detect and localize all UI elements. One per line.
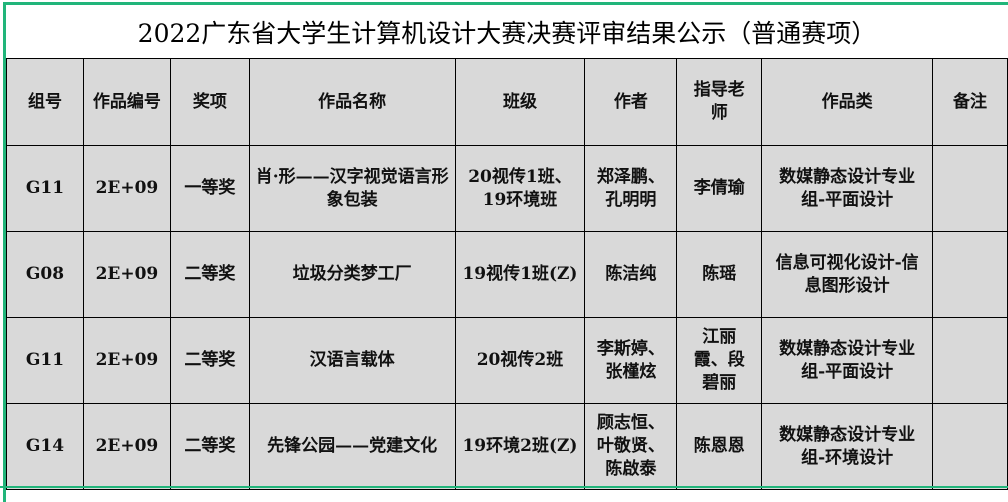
cell-advisor[interactable]: 陈恩恩: [676, 403, 763, 490]
cell-group[interactable]: G08: [6, 231, 84, 318]
cell-category[interactable]: 数媒静态设计专业组-平面设计: [761, 145, 934, 232]
cell-work-id[interactable]: 2E+09: [82, 145, 171, 232]
header-category[interactable]: 作品类: [761, 58, 934, 146]
header-notes[interactable]: 备注: [932, 58, 1008, 146]
cell-work-id[interactable]: 2E+09: [82, 231, 171, 318]
sheet-title[interactable]: 2022广东省大学生计算机设计大赛决赛评审结果公示（普通赛项）: [6, 5, 1008, 58]
cell-author[interactable]: 陈洁纯: [584, 231, 678, 318]
cell-group[interactable]: G11: [6, 145, 84, 232]
cell-award[interactable]: 一等奖: [169, 145, 250, 232]
cell-work-name[interactable]: 汉语言载体: [248, 317, 456, 404]
selection-border-bottom: [0, 486, 1008, 488]
cell-notes[interactable]: [932, 317, 1008, 404]
header-class[interactable]: 班级: [454, 58, 586, 146]
cell-notes[interactable]: [932, 403, 1008, 490]
cell-category[interactable]: 信息可视化设计-信息图形设计: [761, 231, 934, 318]
cell-notes[interactable]: [932, 231, 1008, 318]
cell-class[interactable]: 20视传1班、19环境班: [454, 145, 586, 232]
cell-award[interactable]: 二等奖: [169, 317, 250, 404]
header-group[interactable]: 组号: [6, 58, 84, 146]
cell-class[interactable]: 20视传2班: [454, 317, 586, 404]
cell-advisor[interactable]: 李倩瑜: [676, 145, 763, 232]
table-row: G11 2E+09 二等奖 汉语言载体 20视传2班 李斯婷、张槿炫 江丽霞、段碧丽 数媒静态…: [6, 317, 1008, 404]
cell-class[interactable]: 19环境2班(Z): [454, 403, 586, 490]
header-author[interactable]: 作者: [584, 58, 678, 146]
header-work-id[interactable]: 作品编号: [82, 58, 171, 146]
cell-work-id[interactable]: 2E+09: [82, 317, 171, 404]
header-advisor[interactable]: 指导老师: [676, 58, 763, 146]
table-row: G08 2E+09 二等奖 垃圾分类梦工厂 19视传1班(Z) 陈洁纯 陈瑶 信息可视化设计-…: [6, 231, 1008, 318]
cell-author[interactable]: 李斯婷、张槿炫: [584, 317, 678, 404]
table-row: G11 2E+09 一等奖 肖·形——汉字视觉语言形象包装 20视传1班、19环境班 郑泽…: [6, 145, 1008, 232]
cell-category[interactable]: 数媒静态设计专业组-平面设计: [761, 317, 934, 404]
table-row: G14 2E+09 二等奖 先锋公园——党建文化 19环境2班(Z) 顾志恒、叶敬贤、陈啟…: [6, 403, 1008, 490]
cell-work-id[interactable]: 2E+09: [82, 403, 171, 490]
cell-work-name[interactable]: 先锋公园——党建文化: [248, 403, 456, 490]
header-award[interactable]: 奖项: [169, 58, 250, 146]
cell-advisor[interactable]: 江丽霞、段碧丽: [676, 317, 763, 404]
cell-category[interactable]: 数媒静态设计专业组-环境设计: [761, 403, 934, 490]
cell-award[interactable]: 二等奖: [169, 231, 250, 318]
cell-class[interactable]: 19视传1班(Z): [454, 231, 586, 318]
cell-work-name[interactable]: 垃圾分类梦工厂: [248, 231, 456, 318]
cell-group[interactable]: G11: [6, 317, 84, 404]
cell-notes[interactable]: [932, 145, 1008, 232]
cell-group[interactable]: G14: [6, 403, 84, 490]
selection-border: [3, 2, 1008, 502]
cell-author[interactable]: 顾志恒、叶敬贤、陈啟泰: [584, 403, 678, 490]
results-table: 组号 作品编号 奖项 作品名称 班级 作者 指导老师 作品类 备注 G11 2E+…: [6, 58, 1008, 490]
cell-award[interactable]: 二等奖: [169, 403, 250, 490]
header-work-name[interactable]: 作品名称: [248, 58, 456, 146]
header-row: 组号 作品编号 奖项 作品名称 班级 作者 指导老师 作品类 备注: [6, 58, 1008, 146]
cell-author[interactable]: 郑泽鹏、孔明明: [584, 145, 678, 232]
cell-work-name[interactable]: 肖·形——汉字视觉语言形象包装: [248, 145, 456, 232]
cell-advisor[interactable]: 陈瑶: [676, 231, 763, 318]
